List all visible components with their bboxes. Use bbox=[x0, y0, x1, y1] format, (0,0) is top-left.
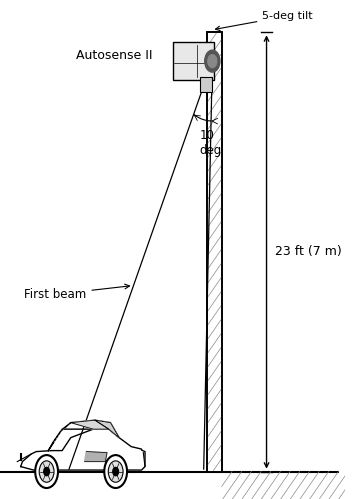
Text: 10
deg: 10 deg bbox=[200, 129, 222, 157]
Polygon shape bbox=[71, 420, 109, 429]
Circle shape bbox=[205, 50, 220, 72]
Bar bbox=[207, 32, 222, 472]
Text: 23 ft (7 m): 23 ft (7 m) bbox=[275, 246, 342, 258]
Polygon shape bbox=[21, 429, 145, 470]
Bar bbox=[207, 32, 222, 472]
Text: First beam: First beam bbox=[24, 284, 130, 301]
Circle shape bbox=[39, 461, 54, 482]
Circle shape bbox=[208, 55, 217, 68]
Text: Autosense II: Autosense II bbox=[76, 49, 152, 62]
Polygon shape bbox=[85, 452, 107, 462]
Text: 5-deg tilt: 5-deg tilt bbox=[215, 11, 313, 30]
Circle shape bbox=[104, 455, 127, 488]
Circle shape bbox=[35, 455, 58, 488]
Circle shape bbox=[44, 468, 49, 476]
Polygon shape bbox=[48, 420, 119, 451]
Circle shape bbox=[108, 461, 123, 482]
Bar bbox=[173, 42, 214, 80]
Polygon shape bbox=[95, 420, 119, 438]
Bar bbox=[200, 77, 212, 92]
Polygon shape bbox=[53, 423, 71, 442]
Circle shape bbox=[113, 468, 119, 476]
